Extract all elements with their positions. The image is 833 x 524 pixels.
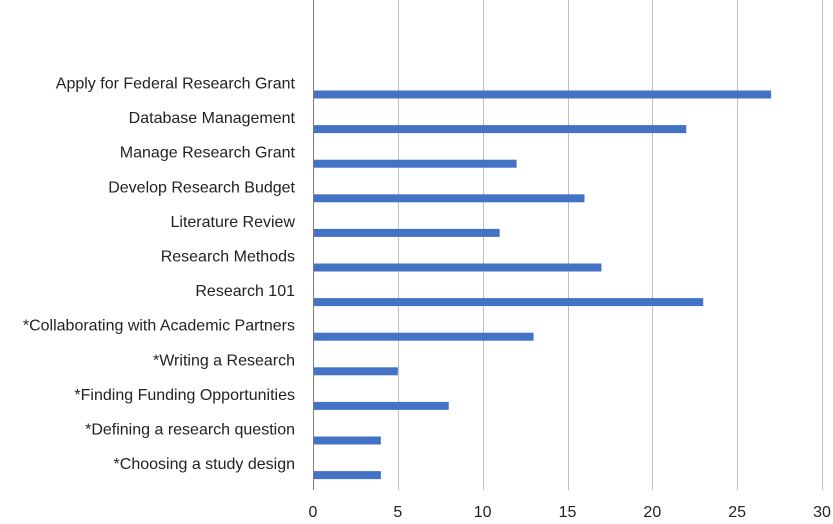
x-tick-label: 30 bbox=[813, 504, 831, 521]
category-label: *Choosing a study design bbox=[114, 456, 295, 473]
category-label: *Writing a Research bbox=[153, 352, 295, 369]
bar bbox=[314, 401, 449, 410]
category-label: *Collaborating with Academic Partners bbox=[23, 318, 295, 335]
x-tick-label: 5 bbox=[393, 504, 402, 521]
category-label: *Defining a research question bbox=[85, 422, 295, 439]
x-tick-label: 15 bbox=[559, 504, 577, 521]
category-label: Manage Research Grant bbox=[120, 145, 296, 162]
bar bbox=[314, 367, 398, 376]
category-labels: Apply for Federal Research Grant Database… bbox=[23, 76, 296, 474]
bar bbox=[314, 159, 517, 168]
gridlines bbox=[398, 0, 823, 490]
category-label: Literature Review bbox=[171, 214, 296, 231]
bar bbox=[314, 125, 687, 134]
x-tick-label: 0 bbox=[309, 504, 318, 521]
bar bbox=[314, 228, 500, 237]
x-tick-label: 25 bbox=[728, 504, 746, 521]
x-tick-label: 20 bbox=[643, 504, 661, 521]
bar bbox=[314, 471, 381, 480]
category-label: Develop Research Budget bbox=[108, 179, 295, 196]
bars bbox=[314, 90, 772, 480]
category-label: Apply for Federal Research Grant bbox=[56, 76, 296, 93]
x-tick-label: 10 bbox=[474, 504, 492, 521]
category-label: *Finding Funding Opportunities bbox=[74, 387, 295, 404]
category-label: Research Methods bbox=[161, 249, 295, 266]
bar bbox=[314, 263, 602, 272]
bar bbox=[314, 298, 704, 307]
category-label: Research 101 bbox=[195, 283, 295, 300]
bar bbox=[314, 436, 381, 445]
bar bbox=[314, 194, 585, 203]
x-tick-labels: 0 5 10 15 20 25 30 bbox=[309, 504, 831, 521]
category-label: Database Management bbox=[129, 110, 296, 127]
bar bbox=[314, 332, 534, 341]
bar bbox=[314, 90, 772, 99]
